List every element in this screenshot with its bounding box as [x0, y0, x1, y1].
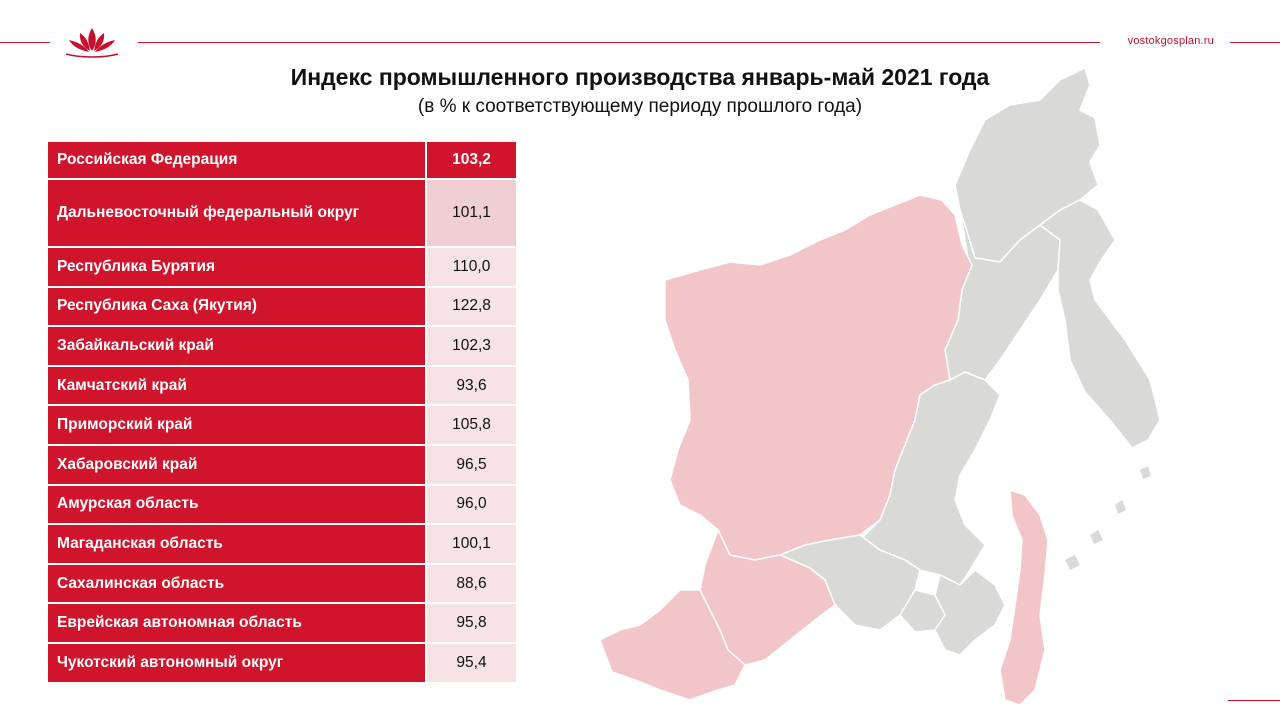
region-name: Дальневосточный федеральный округ — [48, 179, 427, 248]
region-name: Еврейская автономная область — [48, 603, 427, 644]
lotus-logo-icon — [65, 28, 119, 58]
region-value: 88,6 — [426, 563, 516, 605]
far-east-map — [599, 67, 1161, 706]
map-region-primorye — [934, 569, 1006, 656]
table-row: Еврейская автономная область 95,8 — [48, 603, 516, 644]
map-region-sakhalin — [999, 489, 1049, 706]
table-row: Хабаровский край 96,5 — [48, 444, 516, 486]
footer-line — [1228, 700, 1280, 701]
region-name: Республика Бурятия — [48, 247, 427, 288]
industrial-index-table: Российская Федерация 103,2 Дальневосточн… — [48, 142, 516, 684]
table-row: Республика Саха (Якутия) 122,8 — [48, 286, 516, 328]
region-name: Приморский край — [48, 405, 427, 446]
table-row: Камчатский край 93,6 — [48, 365, 516, 407]
header-line-middle — [138, 42, 1100, 43]
region-value: 95,8 — [426, 603, 516, 644]
region-name: Российская Федерация — [48, 142, 427, 180]
region-name: Республика Саха (Якутия) — [48, 286, 427, 328]
region-name: Амурская область — [48, 484, 427, 526]
table-row: Амурская область 96,0 — [48, 484, 516, 526]
header-line-right — [1230, 42, 1280, 43]
table-row: Сахалинская область 88,6 — [48, 563, 516, 605]
map-kuril-islands — [1065, 466, 1151, 570]
map-region-buryatia — [599, 589, 746, 701]
region-name: Чукотский автономный округ — [48, 642, 427, 684]
region-value: 96,5 — [426, 444, 516, 486]
region-value: 95,4 — [426, 642, 516, 684]
region-value: 105,8 — [426, 405, 516, 446]
table-row: Забайкальский край 102,3 — [48, 326, 516, 367]
header-line-left — [0, 42, 50, 43]
region-name: Магаданская область — [48, 524, 427, 565]
region-value: 103,2 — [426, 142, 516, 180]
table-row: Приморский край 105,8 — [48, 405, 516, 446]
region-name: Забайкальский край — [48, 326, 427, 367]
region-value: 110,0 — [426, 247, 516, 288]
table-row: Чукотский автономный округ 95,4 — [48, 642, 516, 684]
region-name: Сахалинская область — [48, 563, 427, 605]
table-row: Российская Федерация 103,2 — [48, 142, 516, 180]
region-value: 100,1 — [426, 524, 516, 565]
table-row: Магаданская область 100,1 — [48, 524, 516, 565]
map-region-kamchatka — [1039, 199, 1161, 449]
page-subtitle: (в % к соответствующему периоду прошлого… — [417, 96, 863, 117]
page-title: Индекс промышленного производства январь… — [290, 64, 990, 90]
region-name: Хабаровский край — [48, 444, 427, 486]
region-value: 96,0 — [426, 484, 516, 526]
region-value: 101,1 — [426, 179, 516, 248]
table-row: Дальневосточный федеральный округ 101,1 — [48, 179, 516, 248]
region-name: Камчатский край — [48, 365, 427, 407]
region-value: 102,3 — [426, 326, 516, 367]
table-row: Республика Бурятия 110,0 — [48, 247, 516, 288]
site-url-link[interactable]: vostokgosplan.ru — [1127, 35, 1214, 47]
region-value: 93,6 — [426, 365, 516, 407]
region-value: 122,8 — [426, 286, 516, 328]
